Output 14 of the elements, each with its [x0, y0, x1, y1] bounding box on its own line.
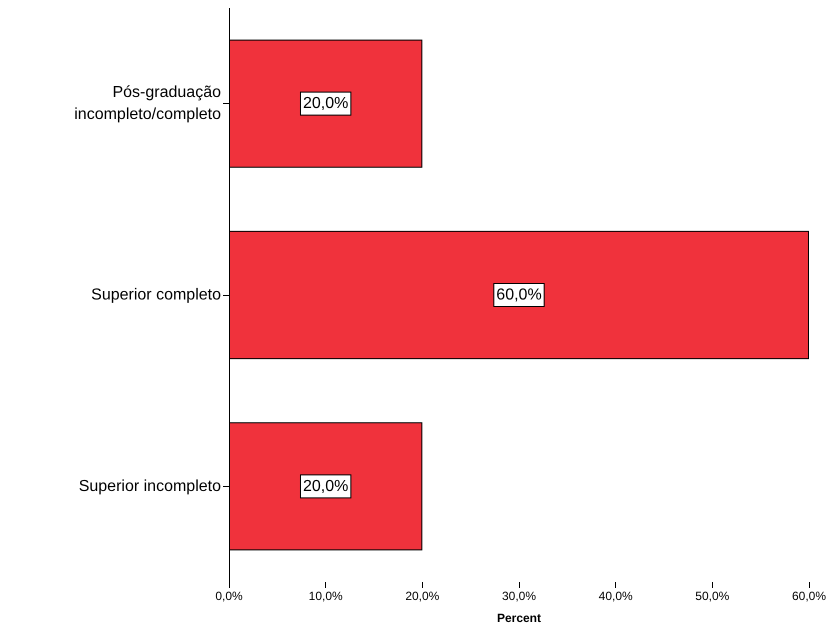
y-tick-label: Superior completo: [91, 286, 222, 304]
data-label: 20,0%: [302, 95, 348, 112]
y-tick-label: Superior incompleto: [78, 478, 222, 495]
x-tick-label: 40,0%: [598, 589, 633, 603]
data-label: 20,0%: [302, 478, 348, 495]
x-tick-label: 10,0%: [308, 589, 344, 603]
y-tick-label: Pós-graduação incompleto/completo: [74, 84, 222, 124]
data-label: 60,0%: [496, 286, 542, 304]
x-tick-label: 20,0%: [405, 589, 440, 603]
x-tick-label: 30,0%: [502, 589, 536, 603]
x-tick-label: 50,0%: [695, 589, 730, 603]
x-tick-label: 0,0%: [215, 589, 243, 603]
x-axis-title: Percent: [496, 611, 542, 625]
x-tick-label: 60,0%: [792, 589, 826, 603]
